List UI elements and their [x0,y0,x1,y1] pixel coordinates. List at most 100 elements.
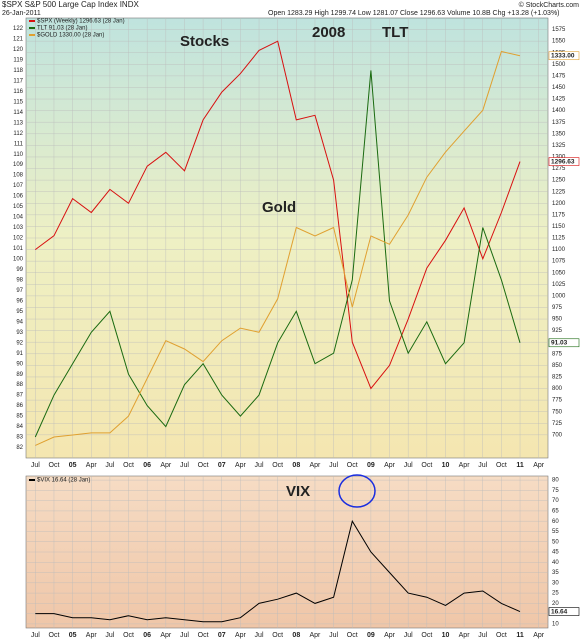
y-tick-label: 105 [13,204,24,210]
y-tick-label: 825 [552,375,563,381]
x-tick-label: Apr [459,632,471,639]
y-tick-label: 850 [552,363,563,369]
x-tick-label: Oct [198,462,209,469]
y-tick-label: 82 [16,445,23,451]
y-tick-label: 60 [552,519,559,525]
x-tick-label: Apr [235,462,247,469]
x-tick-label: Oct [496,462,507,469]
y-tick-label: 1575 [552,27,566,33]
x-tick-label: Oct [421,462,432,469]
y-tick-label: 1350 [552,131,566,137]
y-tick-label: 95 [16,309,23,315]
x-tick-label: Apr [533,462,545,469]
annotation: 2008 [312,24,345,41]
y-tick-label: 925 [552,328,563,334]
x-tick-label: Jul [180,632,189,639]
x-tick-label: Oct [421,632,432,639]
highlight-circle [338,474,376,508]
series-line [35,50,521,446]
y-tick-label: 1450 [552,85,566,91]
y-tick-label: 1000 [552,293,566,299]
y-tick-label: 40 [552,560,559,566]
x-tick-label: 08 [292,632,300,639]
y-tick-label: 122 [13,26,24,32]
x-tick-label: Jul [255,632,264,639]
y-tick-label: 97 [16,288,23,294]
x-tick-label: 10 [442,462,450,469]
y-tick-label: 110 [13,152,23,158]
x-tick-label: 11 [516,632,524,639]
x-tick-label: Oct [49,462,60,469]
y-tick-label: 875 [552,351,563,357]
y-tick-label: 102 [13,236,24,242]
x-tick-label: Apr [235,632,247,639]
x-tick-label: Jul [404,462,413,469]
last-value-box [548,157,580,166]
legend-entry: $SPX (Weekly) 1296.63 (28 Jan) [37,19,125,25]
last-value-box [548,607,580,616]
x-tick-label: Jul [31,462,40,469]
x-tick-label: Apr [86,632,98,639]
y-tick-label: 117 [13,78,23,84]
y-tick-label: 92 [16,340,23,346]
y-tick-label: 109 [13,162,24,168]
y-tick-label: 1225 [552,189,566,195]
x-tick-label: Jul [255,462,264,469]
y-tick-label: 1150 [552,224,566,230]
y-tick-label: 94 [16,319,23,325]
y-tick-label: 118 [13,68,23,74]
y-tick-label: 750 [552,409,563,415]
y-tick-label: 950 [552,317,563,323]
y-tick-label: 121 [13,37,24,43]
x-tick-label: Apr [310,632,322,639]
y-tick-label: 1425 [552,97,566,103]
y-tick-label: 1550 [552,39,566,45]
y-tick-label: 1075 [552,259,566,265]
legend-entry: $VIX 16.64 (28 Jan) [37,478,90,484]
x-tick-label: Apr [384,462,396,469]
y-tick-label: 100 [13,257,24,263]
y-tick-label: 111 [14,141,24,147]
x-tick-label: Oct [272,462,283,469]
y-tick-label: 975 [552,305,563,311]
legend-entry: TLT 91.03 (28 Jan) [37,26,87,32]
x-tick-label: Jul [478,462,487,469]
source: © StockCharts.com [519,1,580,9]
y-tick-label: 89 [16,372,23,378]
annotation: Stocks [180,33,229,50]
x-tick-label: 05 [69,632,77,639]
y-tick-label: 1050 [552,270,566,276]
y-tick-label: 1275 [552,166,566,172]
y-tick-label: 103 [13,225,24,231]
y-tick-label: 115 [13,99,23,105]
x-tick-label: 11 [516,462,524,469]
x-tick-label: 10 [442,632,450,639]
y-tick-label: 114 [13,110,23,116]
x-tick-label: Jul [329,632,338,639]
y-tick-label: 106 [13,194,24,200]
x-tick-label: 07 [218,462,226,469]
y-tick-label: 1500 [552,62,566,68]
y-tick-label: 75 [552,488,559,494]
annotation: VIX [286,483,310,500]
x-tick-label: Oct [123,632,134,639]
series-line [34,70,521,438]
last-value-box [548,51,580,61]
y-tick-label: 120 [13,47,24,53]
y-tick-label: 96 [16,298,23,304]
x-tick-label: Apr [533,632,545,639]
y-tick-label: 70 [552,498,559,504]
last-value-label: 1333.00 [551,52,575,59]
x-tick-label: Apr [160,632,172,639]
y-tick-label: 84 [16,424,23,430]
y-tick-label: 1175 [552,212,566,218]
y-tick-label: 104 [13,215,24,221]
y-tick-label: 108 [13,173,24,179]
y-tick-label: 1025 [552,282,566,288]
y-tick-label: 1375 [552,120,566,126]
x-tick-label: 09 [367,632,375,639]
y-tick-label: 35 [552,570,559,576]
y-tick-label: 1250 [552,178,566,184]
y-tick-label: 50 [552,539,559,545]
